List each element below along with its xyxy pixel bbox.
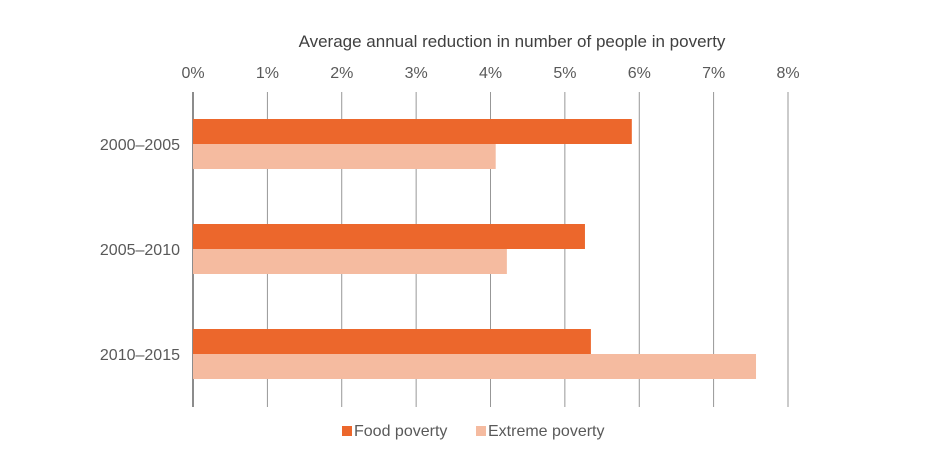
bar-food-poverty: [193, 224, 585, 249]
x-tick-label: 3%: [405, 65, 428, 82]
legend-label: Food poverty: [354, 423, 447, 440]
x-tick-label: 2%: [330, 65, 353, 82]
category-labels: 2000–2005 2005–2010 2010–2015: [100, 137, 180, 364]
x-tick-label: 4%: [479, 65, 502, 82]
bar-extreme-poverty: [193, 354, 757, 379]
x-tick-label: 0%: [181, 65, 204, 82]
bars: [193, 119, 757, 379]
bar-extreme-poverty: [193, 249, 507, 274]
category-label: 2000–2005: [100, 137, 180, 154]
legend-swatch: [476, 426, 486, 436]
x-tick-label: 8%: [776, 65, 799, 82]
x-tick-label: 7%: [702, 65, 725, 82]
x-tick-label: 5%: [553, 65, 576, 82]
legend: Food poverty Extreme poverty: [342, 423, 604, 440]
axis-title: Average annual reduction in number of pe…: [299, 32, 726, 51]
category-label: 2005–2010: [100, 242, 180, 259]
x-tick-label: 6%: [628, 65, 651, 82]
x-tick-labels: 0% 1% 2% 3% 4% 5% 6% 7% 8%: [181, 65, 799, 82]
bar-food-poverty: [193, 329, 591, 354]
x-tick-label: 1%: [256, 65, 279, 82]
category-label: 2010–2015: [100, 347, 180, 364]
bar-extreme-poverty: [193, 144, 496, 169]
legend-swatch: [342, 426, 352, 436]
bar-food-poverty: [193, 119, 632, 144]
legend-label: Extreme poverty: [488, 423, 604, 440]
